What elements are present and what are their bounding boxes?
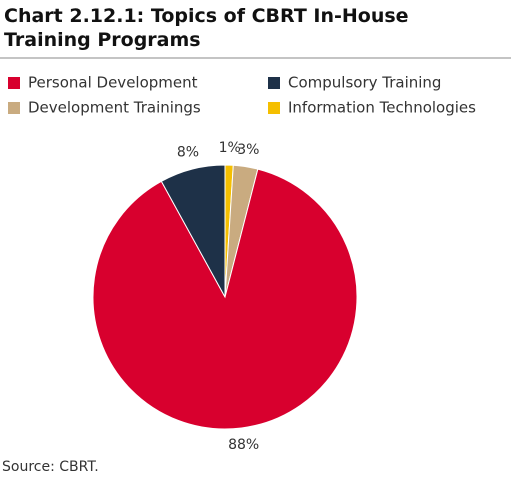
pie-slice <box>92 168 358 430</box>
legend-label: Development Trainings <box>28 99 201 117</box>
slice-label: 3% <box>237 142 259 158</box>
legend-label: Compulsory Training <box>288 74 441 92</box>
legend-label: Information Technologies <box>288 99 476 117</box>
legend-swatch <box>268 102 280 114</box>
slice-label: 1% <box>219 140 241 156</box>
pie-slice <box>160 164 226 298</box>
source-note: Source: CBRT. <box>2 459 99 475</box>
legend-label: Personal Development <box>28 74 198 92</box>
legend-swatch <box>8 102 20 114</box>
legend-swatch <box>268 77 280 89</box>
chart-title: Chart 2.12.1: Topics of CBRT In-House Tr… <box>4 5 409 51</box>
slice-label: 88% <box>228 437 259 453</box>
slice-label: 8% <box>177 145 199 161</box>
legend-swatch <box>8 77 20 89</box>
